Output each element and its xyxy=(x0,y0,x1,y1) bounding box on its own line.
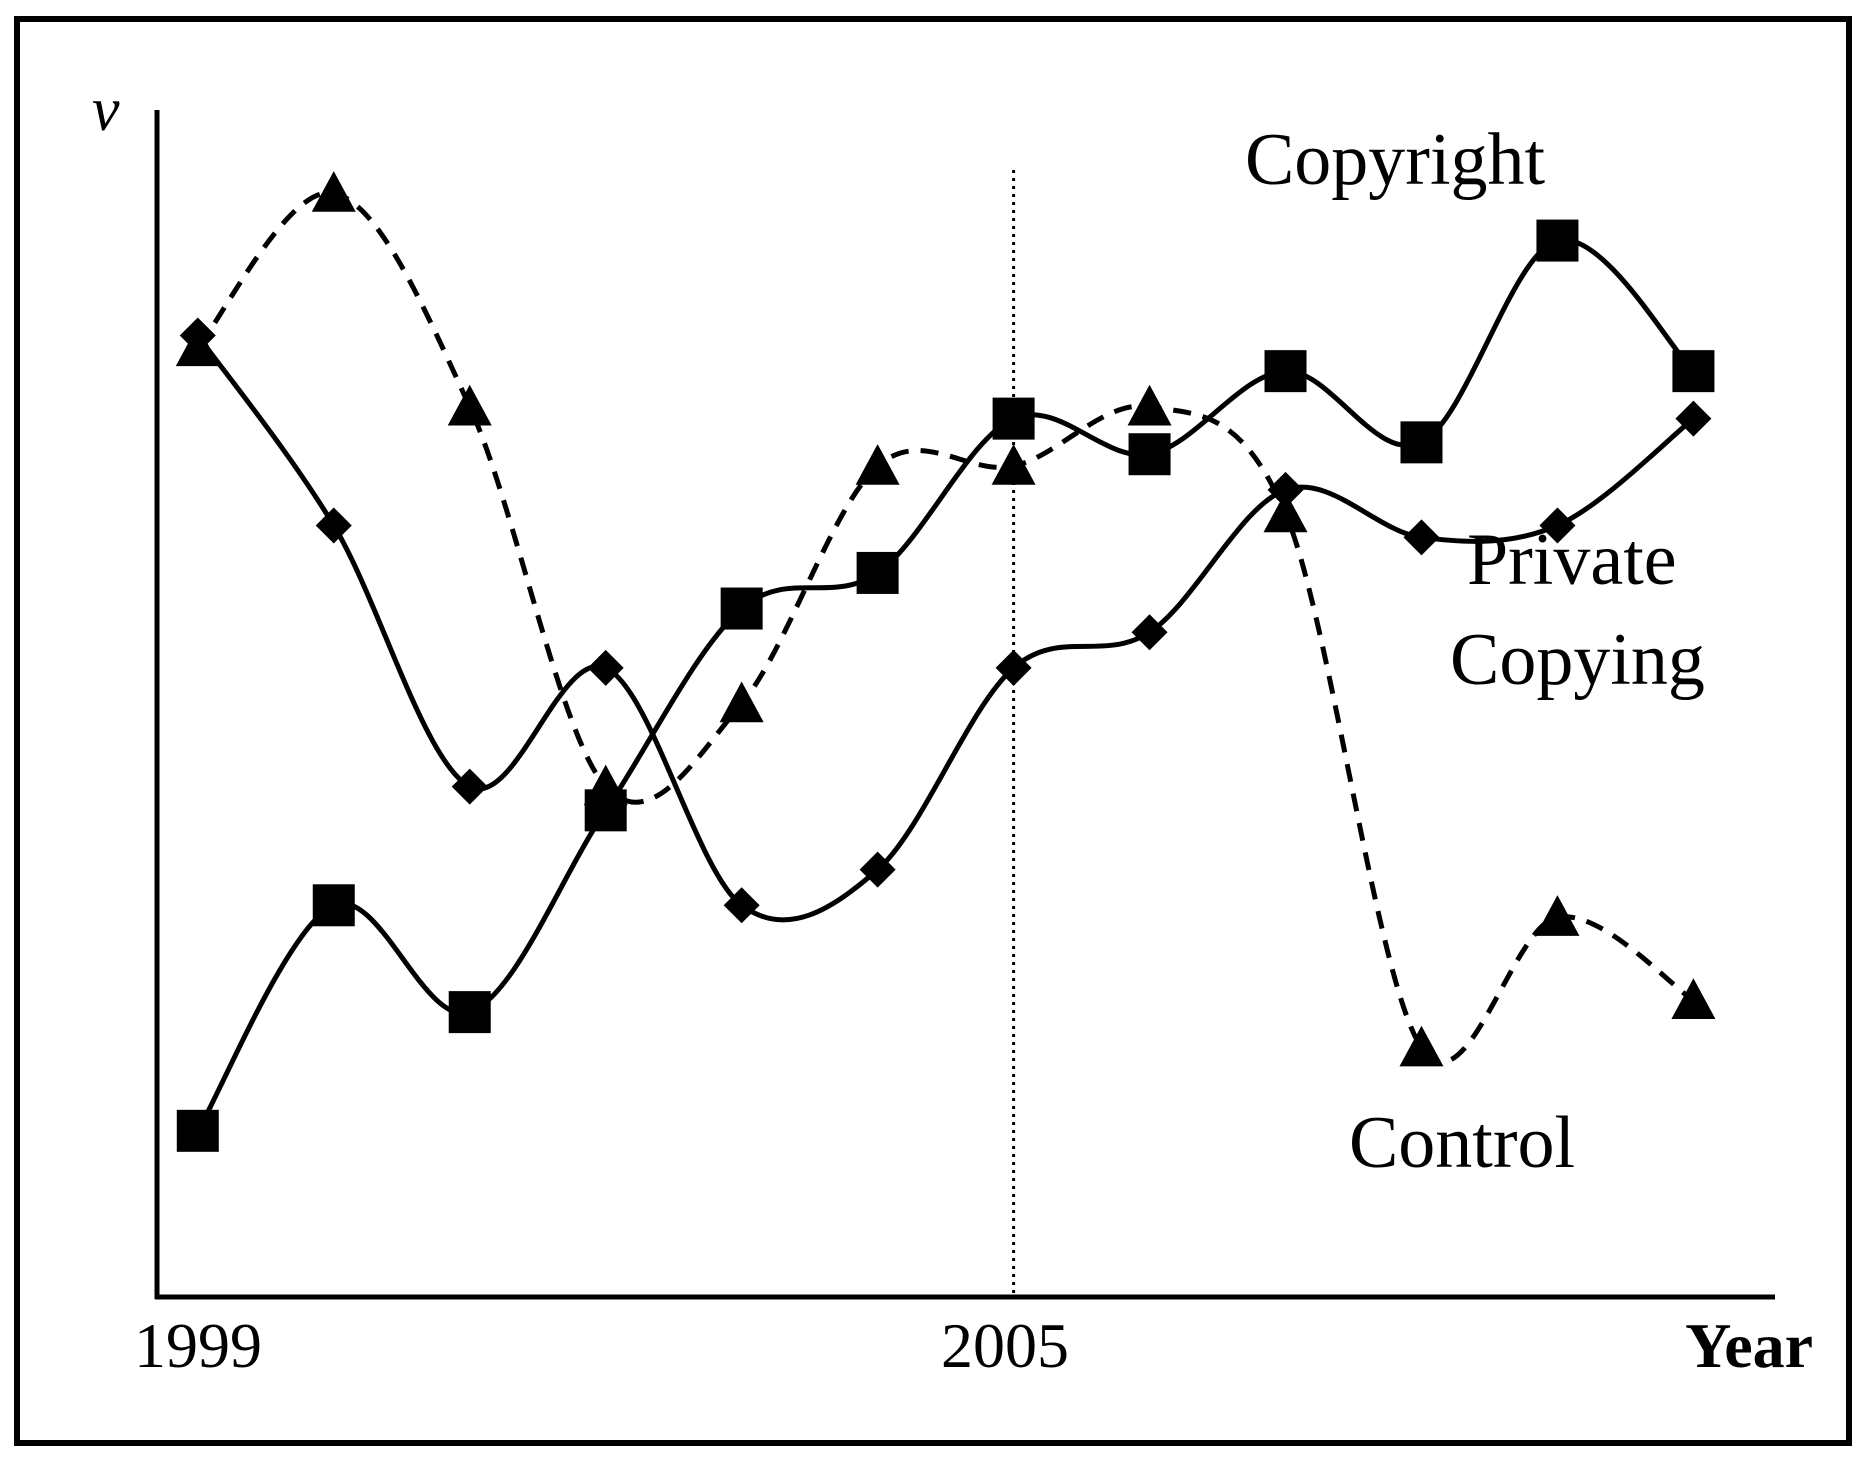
series-label-copying: Copying xyxy=(1450,619,1705,701)
data-point-copyright-2007 xyxy=(1264,350,1307,393)
data-point-control-2009 xyxy=(1535,895,1580,936)
data-point-private-copying-2008 xyxy=(1403,519,1440,556)
data-point-copyright-2006 xyxy=(1128,433,1171,476)
data-point-private-copying-2001 xyxy=(451,768,488,805)
data-point-private-copying-2010 xyxy=(1675,400,1712,437)
x-tick-label-1999: 1999 xyxy=(134,1310,262,1381)
series-label-control: Control xyxy=(1349,1102,1575,1184)
data-point-private-copying-2000 xyxy=(315,507,352,544)
series-private-copying xyxy=(179,317,1712,924)
data-point-copyright-2009 xyxy=(1536,219,1579,262)
data-point-copyright-2008 xyxy=(1400,421,1443,464)
data-point-copyright-2005 xyxy=(992,397,1035,440)
data-point-private-copying-2003 xyxy=(723,887,760,924)
data-point-control-2001 xyxy=(447,384,492,426)
series-label-copyright: Copyright xyxy=(1245,119,1546,201)
data-point-control-2007 xyxy=(1263,491,1308,533)
data-point-control-2010 xyxy=(1671,978,1716,1019)
series-copyright xyxy=(176,219,1715,1152)
line-chart: v 1999 2005 Year Copyright Private Copyi… xyxy=(92,76,1813,1381)
data-point-private-copying-2002 xyxy=(587,649,624,686)
data-point-control-2006 xyxy=(1127,384,1172,426)
series-line-copyright xyxy=(195,237,1696,1133)
data-point-private-copying-2006 xyxy=(1131,614,1168,651)
x-tick-label-2005: 2005 xyxy=(941,1310,1069,1381)
data-point-control-2004 xyxy=(855,444,900,485)
series-layer xyxy=(175,171,1716,1152)
chart-frame: v 1999 2005 Year Copyright Private Copyi… xyxy=(14,16,1852,1446)
data-point-copyright-2004 xyxy=(856,551,899,594)
data-point-private-copying-2004 xyxy=(859,851,896,888)
data-point-copyright-2000 xyxy=(312,884,355,927)
axes xyxy=(154,110,1775,1300)
labels-layer: v 1999 2005 Year Copyright Private Copyi… xyxy=(92,76,1813,1381)
data-point-private-copying-2007 xyxy=(1267,471,1304,508)
data-point-control-2003 xyxy=(719,681,764,723)
data-point-control-2008 xyxy=(1399,1025,1444,1067)
data-point-control-2002 xyxy=(583,764,628,806)
data-point-control-2000 xyxy=(311,171,356,212)
data-point-copyright-2010 xyxy=(1672,350,1715,393)
data-point-private-copying-2005 xyxy=(995,649,1032,686)
y-axis-label: v xyxy=(92,76,120,144)
x-axis-label: Year xyxy=(1685,1310,1813,1381)
series-line-control xyxy=(195,190,1695,1065)
series-label-private: Private xyxy=(1467,519,1677,601)
data-point-private-copying-2009 xyxy=(1539,507,1576,544)
data-point-copyright-2003 xyxy=(720,587,763,630)
data-point-control-2005 xyxy=(991,444,1036,485)
data-point-copyright-1999 xyxy=(176,1109,219,1152)
data-point-copyright-2001 xyxy=(448,991,491,1034)
data-point-control-1999 xyxy=(175,325,220,367)
series-control xyxy=(175,171,1716,1067)
